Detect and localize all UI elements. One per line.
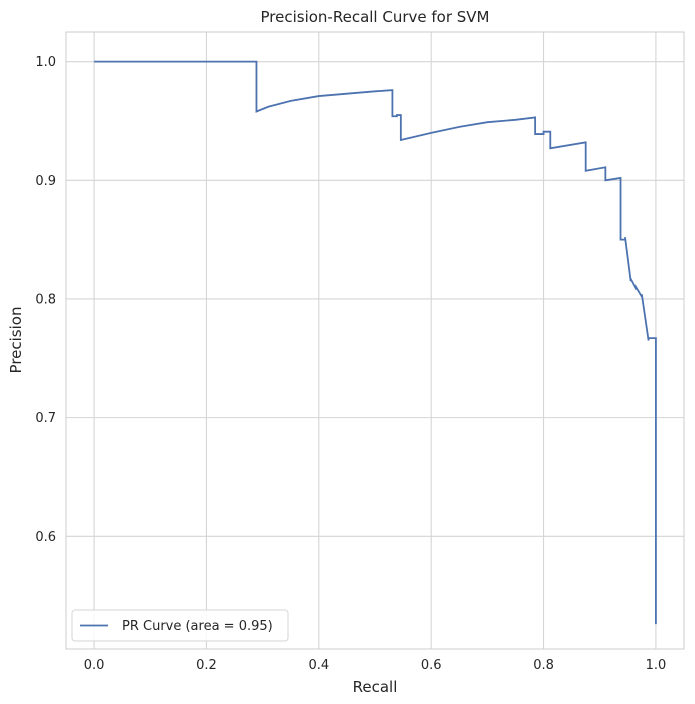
y-axis-title: Precision [7,307,25,374]
x-tick-label: 0.6 [421,658,442,673]
y-tick-label: 0.7 [35,411,56,426]
y-tick-label: 0.8 [35,292,56,307]
x-axis-ticks: 0.0 0.2 0.4 0.6 0.8 1.0 [84,658,667,673]
x-tick-label: 0.0 [84,658,105,673]
pr-curve-line [94,60,657,625]
legend: PR Curve (area = 0.95) [71,609,289,642]
legend-label: PR Curve (area = 0.95) [122,619,273,634]
y-axis-ticks: 0.6 0.7 0.8 0.9 1.0 [35,55,56,545]
x-axis-title: Recall [353,678,398,696]
y-tick-label: 0.6 [35,530,56,545]
plot-background [66,32,684,649]
legend-box [71,609,289,642]
x-tick-label: 0.2 [196,658,217,673]
series-layer [94,60,657,625]
x-tick-label: 0.4 [308,658,329,673]
chart-title: Precision-Recall Curve for SVM [261,8,490,26]
x-tick-label: 1.0 [646,658,667,673]
y-tick-label: 1.0 [35,55,56,70]
plot-frame [65,31,685,650]
y-tick-label: 0.9 [35,174,56,189]
x-tick-label: 0.8 [533,658,554,673]
